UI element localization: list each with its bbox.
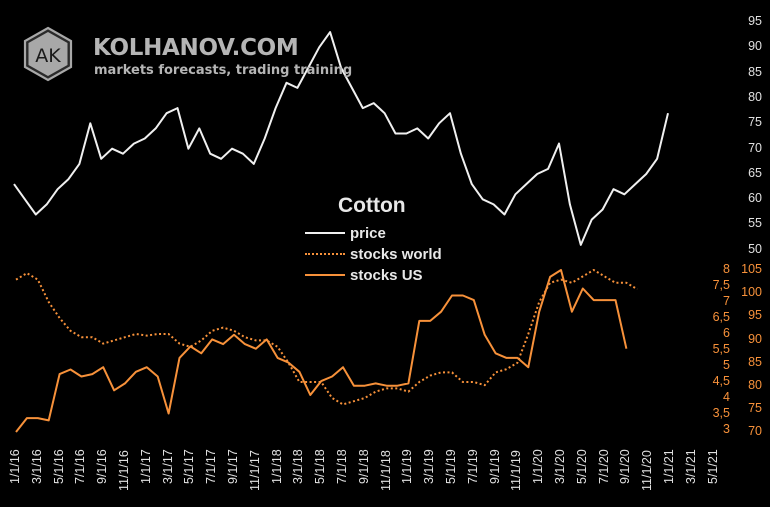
legend-item-stocks-world: stocks world [305, 245, 442, 263]
date-tick-label: 5/1/19 [444, 449, 458, 484]
legend-swatch-solid-white [305, 232, 345, 234]
stocks-world-tick-label: 5 [723, 358, 730, 372]
date-tick-label: 1/1/20 [531, 449, 546, 484]
date-tick-label: 11/1/16 [117, 450, 131, 492]
stocks-world-tick-label: 6,5 [712, 310, 730, 324]
stocks-us-tick-label: 95 [748, 308, 762, 323]
stocks-world-tick-label: 7 [723, 294, 730, 308]
date-tick-label: 3/1/18 [291, 449, 306, 484]
date-tick-label: 3/1/17 [160, 449, 175, 484]
stocks-world-line [15, 269, 638, 406]
date-tick-label: 9/1/17 [226, 449, 240, 484]
price-tick-label: 70 [748, 140, 762, 155]
stocks-world-tick-label: 4 [723, 390, 730, 404]
price-tick-label: 75 [748, 115, 762, 130]
stocks-us-line [15, 269, 628, 433]
price-tick-label: 55 [748, 216, 762, 231]
date-tick-label: 1/1/17 [138, 449, 153, 484]
date-tick-label: 9/1/16 [95, 449, 110, 484]
price-tick-label: 95 [748, 14, 762, 28]
legend-swatch-solid-orange [305, 274, 345, 276]
price-tick-label: 90 [748, 39, 762, 54]
date-tick-label: 7/1/18 [335, 449, 349, 484]
stocks-world-tick-label: 7,5 [712, 278, 730, 292]
stocks-us-tick-label: 100 [741, 285, 762, 300]
date-tick-label: 5/1/20 [574, 449, 589, 484]
price-tick-label: 80 [748, 89, 762, 104]
logo-icon: AK [23, 26, 73, 82]
brand-tagline: markets forecasts, trading training [94, 63, 353, 78]
date-tick-label: 1/1/21 [662, 449, 676, 484]
date-tick-label: 11/1/19 [509, 450, 524, 492]
stocks-us-tick-label: 85 [748, 354, 762, 369]
brand-name: KOLHANOV.COM [93, 35, 299, 61]
stocks-us-tick-label: 75 [748, 401, 762, 416]
date-tick-label: 11/1/20 [640, 450, 655, 492]
date-tick-label: 7/1/17 [204, 449, 219, 484]
price-tick-label: 85 [748, 64, 762, 79]
stocks-us-tick-label: 105 [741, 262, 762, 276]
date-tick-label: 9/1/19 [487, 449, 502, 484]
price-tick-label: 50 [748, 241, 762, 256]
date-tick-label: 7/1/19 [465, 449, 480, 484]
stocks-world-tick-label: 3,5 [712, 406, 730, 420]
legend-title: Cotton [338, 194, 406, 217]
date-tick-label: 1/1/18 [269, 449, 284, 484]
date-tick-label: 5/1/21 [705, 449, 720, 484]
date-tick-label: 9/1/20 [618, 449, 633, 484]
date-tick-label: 3/1/20 [553, 449, 567, 484]
date-tick-label: 11/1/17 [247, 450, 262, 492]
date-tick-label: 7/1/20 [596, 449, 611, 484]
stocks-world-tick-label: 5,5 [712, 342, 730, 356]
price-tick-label: 60 [748, 191, 762, 206]
date-tick-label: 3/1/16 [29, 449, 44, 484]
stocks-world-tick-label: 6 [723, 326, 730, 340]
legend-swatch-dotted-orange [305, 253, 345, 255]
svg-text:AK: AK [35, 45, 61, 67]
stocks-world-tick-label: 3 [723, 422, 730, 436]
legend-item-stocks-us: stocks US [305, 266, 423, 284]
stocks-us-tick-label: 70 [748, 424, 762, 439]
date-tick-label: 5/1/16 [51, 449, 66, 484]
price-tick-label: 65 [748, 165, 762, 180]
legend-item-price: price [305, 224, 386, 242]
price-line [13, 31, 669, 246]
date-tick-label: 1/1/16 [8, 449, 22, 484]
date-tick-label: 9/1/18 [356, 449, 371, 484]
date-tick-label: 5/1/17 [182, 449, 197, 484]
date-tick-label: 1/1/19 [400, 449, 415, 484]
date-tick-label: 5/1/18 [313, 449, 328, 484]
stocks-world-tick-label: 8 [723, 262, 730, 276]
date-tick-label: 3/1/19 [422, 449, 437, 484]
date-tick-label: 7/1/16 [73, 449, 88, 484]
date-tick-label: 3/1/21 [683, 449, 698, 484]
date-tick-label: 11/1/18 [378, 450, 393, 492]
stocks-us-tick-label: 80 [748, 378, 762, 392]
stocks-world-tick-label: 4,5 [712, 374, 730, 388]
stocks-us-tick-label: 90 [748, 331, 762, 346]
